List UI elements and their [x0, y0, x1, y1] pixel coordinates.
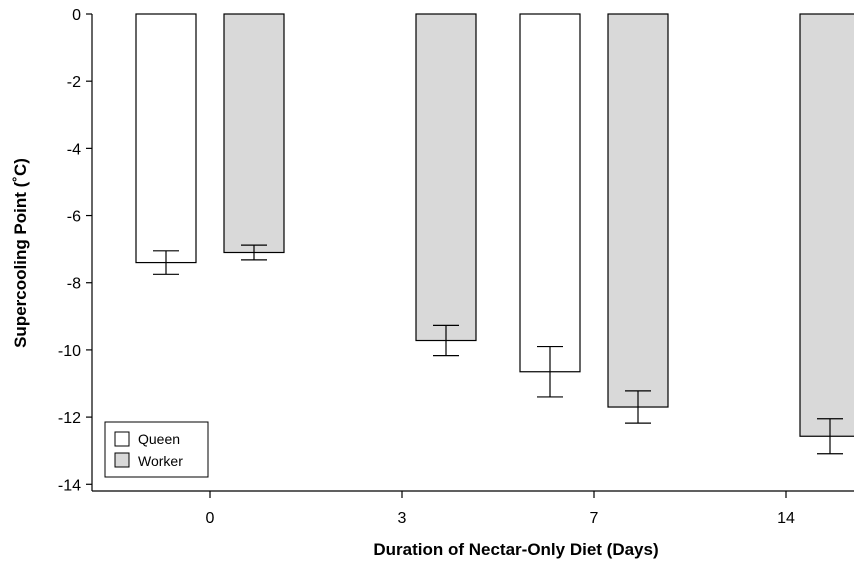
- y-tick-label: -2: [67, 74, 81, 91]
- error-bar-worker-14: [817, 418, 843, 455]
- error-bar-worker-0: [241, 244, 267, 261]
- legend-label-worker: Worker: [138, 453, 183, 469]
- y-tick-label: -12: [58, 410, 81, 427]
- legend-swatch-queen: [114, 431, 130, 447]
- error-bars-layer: [153, 244, 843, 455]
- y-tick-label: -4: [67, 141, 81, 158]
- y-tick-label: -8: [67, 276, 81, 293]
- x-tick-label: 3: [398, 510, 407, 527]
- bar-queen-7: [519, 13, 581, 373]
- x-tick-label: 14: [777, 510, 795, 527]
- x-tick-label: 0: [206, 510, 215, 527]
- legend-box: [104, 421, 209, 478]
- error-bar-queen-0: [153, 250, 179, 275]
- y-tick-label: -14: [58, 477, 81, 494]
- error-bar-queen-7: [537, 345, 563, 398]
- x-ticks: 0 3 7 14: [206, 491, 795, 527]
- bars-layer: [135, 13, 854, 437]
- bar-worker-3: [415, 13, 477, 342]
- y-ticks: 0 -2 -4 -6 -8 -10 -12 -14: [58, 7, 92, 494]
- axes-layer: [91, 14, 854, 492]
- legend: Queen Worker: [104, 421, 209, 478]
- error-bar-worker-7: [625, 390, 651, 424]
- legend-label-queen: Queen: [138, 431, 180, 447]
- bar-queen-0: [135, 13, 197, 264]
- bar-worker-7: [607, 13, 669, 408]
- y-axis-title: Supercooling Point (˚C): [11, 158, 30, 348]
- x-tick-label: 7: [590, 510, 599, 527]
- y-tick-label: -10: [58, 343, 81, 360]
- y-tick-label: -6: [67, 209, 81, 226]
- y-tick-label: 0: [72, 7, 81, 24]
- bar-worker-14: [799, 13, 854, 437]
- bar-worker-0: [223, 13, 285, 254]
- error-bar-worker-3: [433, 324, 459, 357]
- legend-swatch-worker: [114, 452, 130, 468]
- x-axis-title: Duration of Nectar-Only Diet (Days): [373, 540, 658, 559]
